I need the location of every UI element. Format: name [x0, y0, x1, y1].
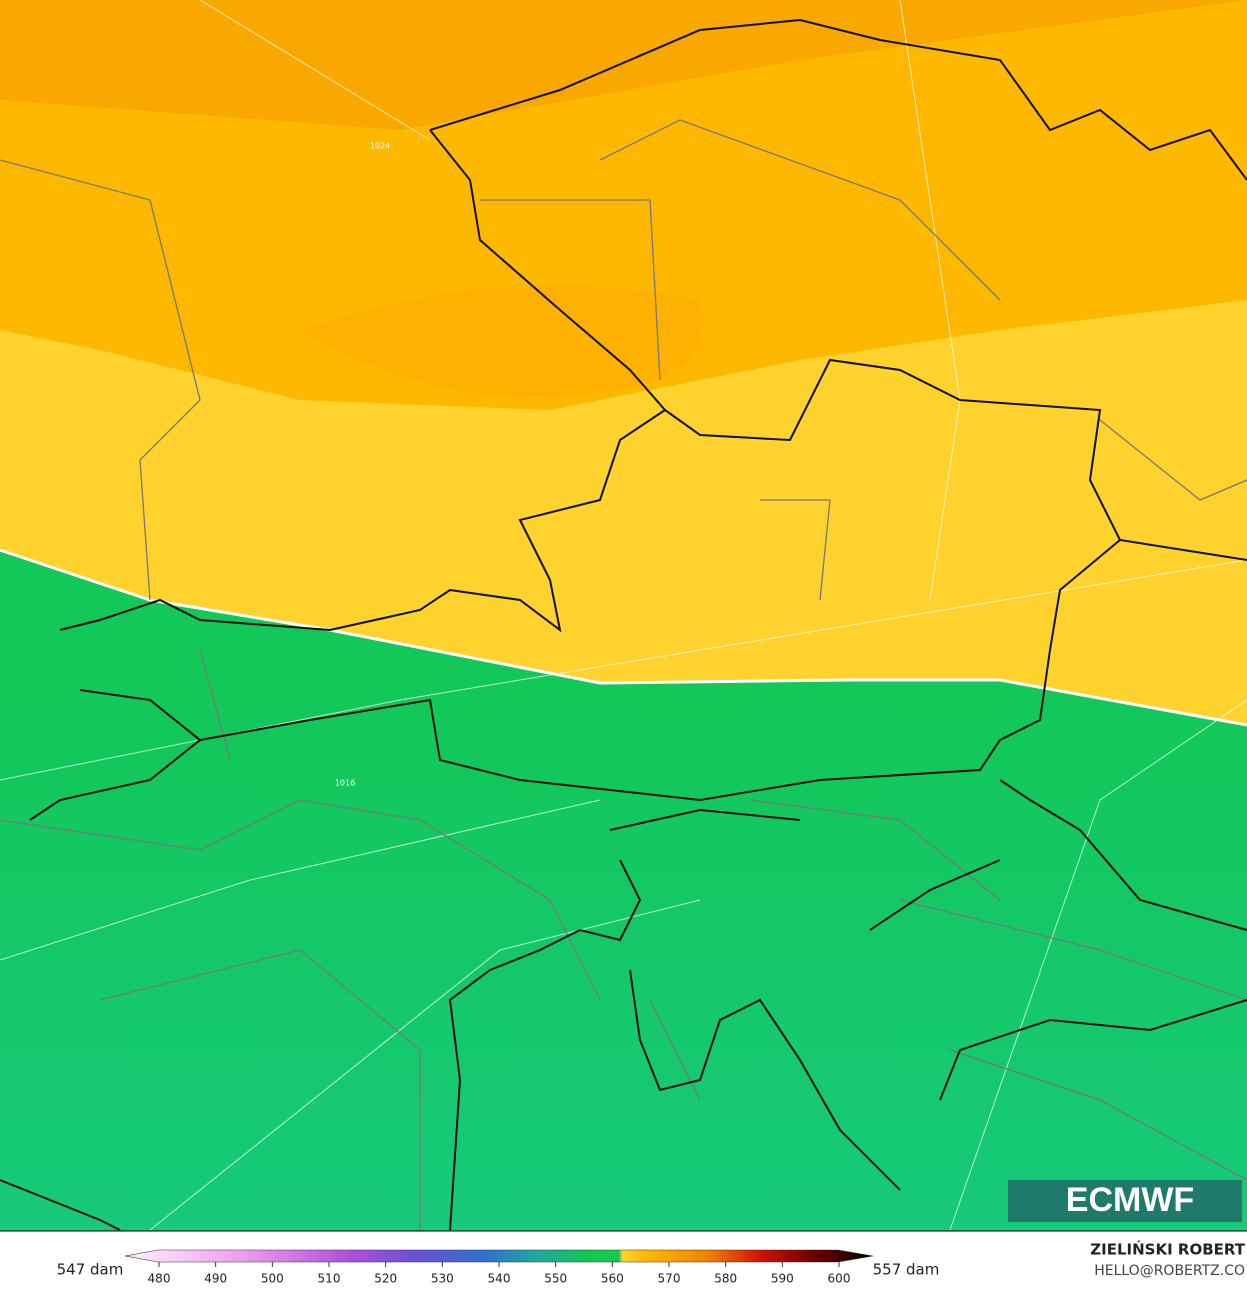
logo-box	[1008, 1180, 1242, 1222]
colorbar-tick-label: 570	[658, 1272, 681, 1286]
credit-name: ZIELIŃSKI ROBERT	[1090, 1240, 1245, 1259]
country-border	[0, 18, 1247, 1231]
colorbar-tick-label: 550	[544, 1272, 567, 1286]
colorbar-tick-label: 480	[148, 1272, 171, 1286]
logo: ECMWF	[1066, 1181, 1194, 1219]
colorbar-tick-label: 590	[771, 1272, 794, 1286]
colorbar-max-label: 557 dam	[873, 1261, 940, 1279]
colorbar-tick-label: 510	[318, 1272, 341, 1286]
credit-email: HELLO@ROBERTZ.CO	[1094, 1263, 1245, 1279]
colorbar-min-label: 547 dam	[57, 1261, 124, 1279]
dark-orange-zone	[0, 0, 1247, 130]
colorbar-tick-label: 500	[261, 1272, 284, 1286]
colorbar-tick-label: 520	[374, 1272, 397, 1286]
admin-border	[0, 119, 1247, 1230]
colorbar-tick-label: 560	[601, 1272, 624, 1286]
colorbar-tick-label: 580	[714, 1272, 737, 1286]
isobar-label: 1024	[370, 142, 390, 151]
colorbar-tick-label: 600	[828, 1272, 851, 1286]
colorbar-tick-label: 490	[204, 1272, 227, 1286]
colorbar-tick-label: 530	[431, 1272, 454, 1286]
map: 1024 1016 ECMWF	[0, 0, 1247, 1231]
colorbar: 547 dam 557 dam 480 490 500 510 520 530 540 550…	[57, 1249, 940, 1286]
isobar-label: 1016	[335, 779, 355, 788]
isobar	[0, 0, 1247, 1230]
orange-core	[300, 285, 704, 398]
colorbar-ramp	[124, 1249, 874, 1263]
colorbar-tick-label: 540	[488, 1272, 511, 1286]
